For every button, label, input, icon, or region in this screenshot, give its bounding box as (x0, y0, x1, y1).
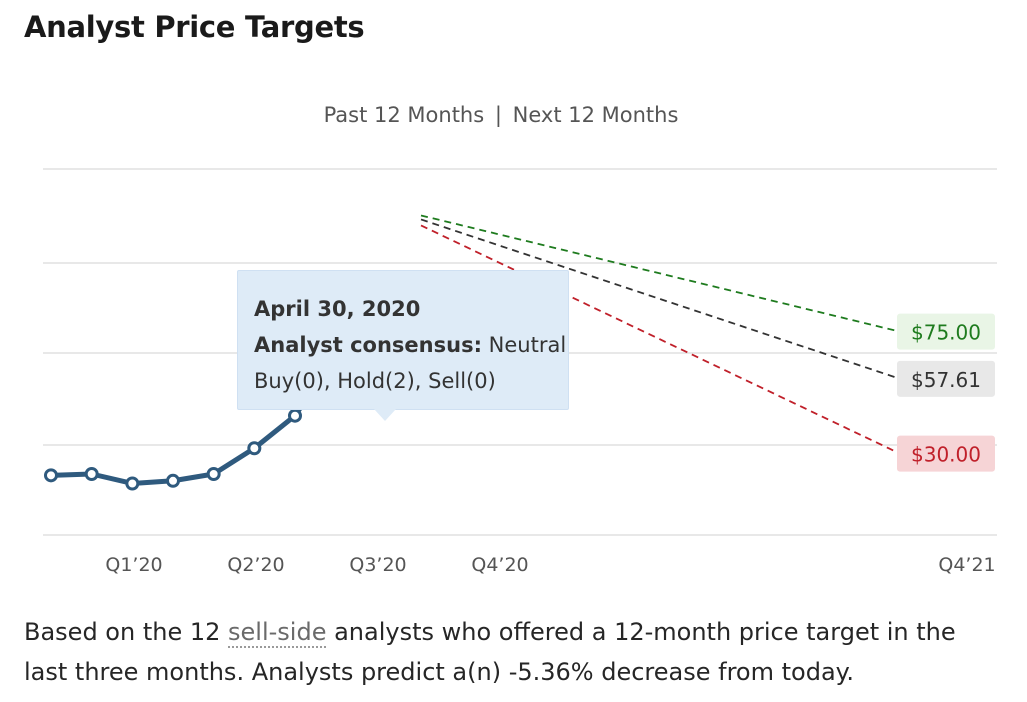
x-tick-label: Q1’20 (105, 554, 162, 576)
tooltip-date: April 30, 2020 (254, 297, 421, 321)
data-point (288, 408, 302, 423)
data-point (166, 473, 180, 488)
target-label-low: $30.00 (911, 443, 981, 467)
period-tabs: Past 12 Months | Next 12 Months (0, 103, 1002, 127)
data-point (206, 467, 221, 481)
data-point (125, 476, 140, 491)
tab-past-12-months[interactable]: Past 12 Months (323, 103, 485, 127)
x-tick-label: Q4’20 (471, 554, 528, 576)
analyst-summary: Based on the 12 sell-side analysts who o… (24, 612, 999, 692)
sell-side-link[interactable]: sell-side (228, 618, 327, 648)
summary-text-after: analysts who offered a 12-month price ta… (24, 618, 956, 686)
price-target-chart: Q1’20 Q2’20 Q3’20 Q4’20 Q4’21 $75.00 $57.61 $30… (43, 168, 997, 576)
page-title: Analyst Price Targets (24, 10, 365, 44)
tab-next-12-months[interactable]: Next 12 Months (512, 103, 679, 127)
summary-text-before: Based on the 12 (24, 618, 229, 646)
target-label-average: $57.61 (911, 368, 981, 392)
tooltip-consensus-value: Neutral (488, 333, 567, 357)
x-tick-label: Q2’20 (227, 554, 284, 576)
x-tick-label: Q4’21 (938, 554, 995, 576)
target-badge-average (897, 360, 995, 397)
tooltip-ratings: Buy(0), Hold(2), Sell(0) (254, 369, 496, 393)
tooltip-arrow (374, 409, 396, 421)
chart-tooltip: April 30, 2020 Analyst consensus: Neutra… (237, 270, 569, 421)
target-line-average (420, 218, 901, 380)
data-point (44, 468, 58, 483)
tab-separator: | (494, 103, 502, 127)
target-badge-low (897, 435, 995, 472)
tooltip-consensus-label: Analyst consensus: (254, 333, 482, 357)
data-point (247, 441, 262, 456)
target-badge-high (897, 313, 995, 350)
target-line-high (420, 214, 901, 333)
target-label-high: $75.00 (911, 321, 981, 345)
target-line-low (420, 224, 901, 455)
x-tick-label: Q3’20 (349, 554, 406, 576)
data-point (84, 467, 99, 481)
tooltip-consensus: Analyst consensus: Neutral (254, 327, 566, 363)
